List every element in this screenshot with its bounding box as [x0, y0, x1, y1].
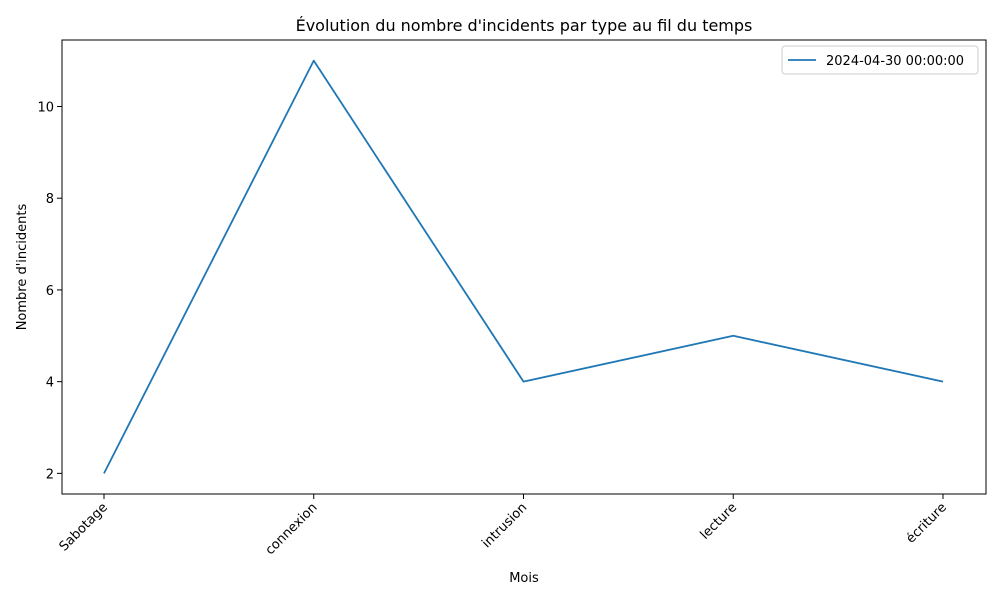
y-tick-label: 2 — [46, 467, 54, 482]
y-tick-label: 4 — [46, 376, 54, 391]
y-tick-label: 6 — [46, 284, 54, 299]
y-tick-label: 10 — [37, 100, 54, 115]
x-axis-label: Mois — [509, 571, 539, 586]
y-axis-label: Nombre d'incidents — [15, 203, 30, 330]
chart-title: Évolution du nombre d'incidents par type… — [296, 16, 753, 35]
legend-label: 2024-04-30 00:00:00 — [826, 54, 964, 69]
y-tick-label: 8 — [46, 192, 54, 207]
